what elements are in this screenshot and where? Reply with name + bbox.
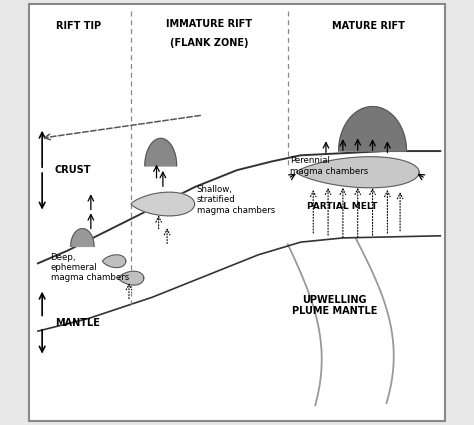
Polygon shape xyxy=(131,192,195,216)
Text: UPWELLING
PLUME MANTLE: UPWELLING PLUME MANTLE xyxy=(292,295,377,317)
Text: RIFT TIP: RIFT TIP xyxy=(55,21,100,31)
Text: PARTIAL MELT: PARTIAL MELT xyxy=(307,201,377,211)
Polygon shape xyxy=(296,157,419,188)
Text: MATURE RIFT: MATURE RIFT xyxy=(332,21,405,31)
Text: (FLANK ZONE): (FLANK ZONE) xyxy=(170,38,249,48)
Text: Deep,
ephemeral
magma chambers: Deep, ephemeral magma chambers xyxy=(51,253,129,283)
Polygon shape xyxy=(102,255,126,268)
Text: MANTLE: MANTLE xyxy=(55,317,100,328)
Polygon shape xyxy=(71,229,94,246)
Polygon shape xyxy=(118,271,144,285)
Polygon shape xyxy=(338,107,406,151)
Polygon shape xyxy=(145,139,177,166)
Text: IMMATURE RIFT: IMMATURE RIFT xyxy=(166,19,253,29)
Text: Shallow,
stratified
magma chambers: Shallow, stratified magma chambers xyxy=(197,185,275,215)
Text: Perennial
magma chambers: Perennial magma chambers xyxy=(290,156,368,176)
Text: CRUST: CRUST xyxy=(55,165,91,175)
